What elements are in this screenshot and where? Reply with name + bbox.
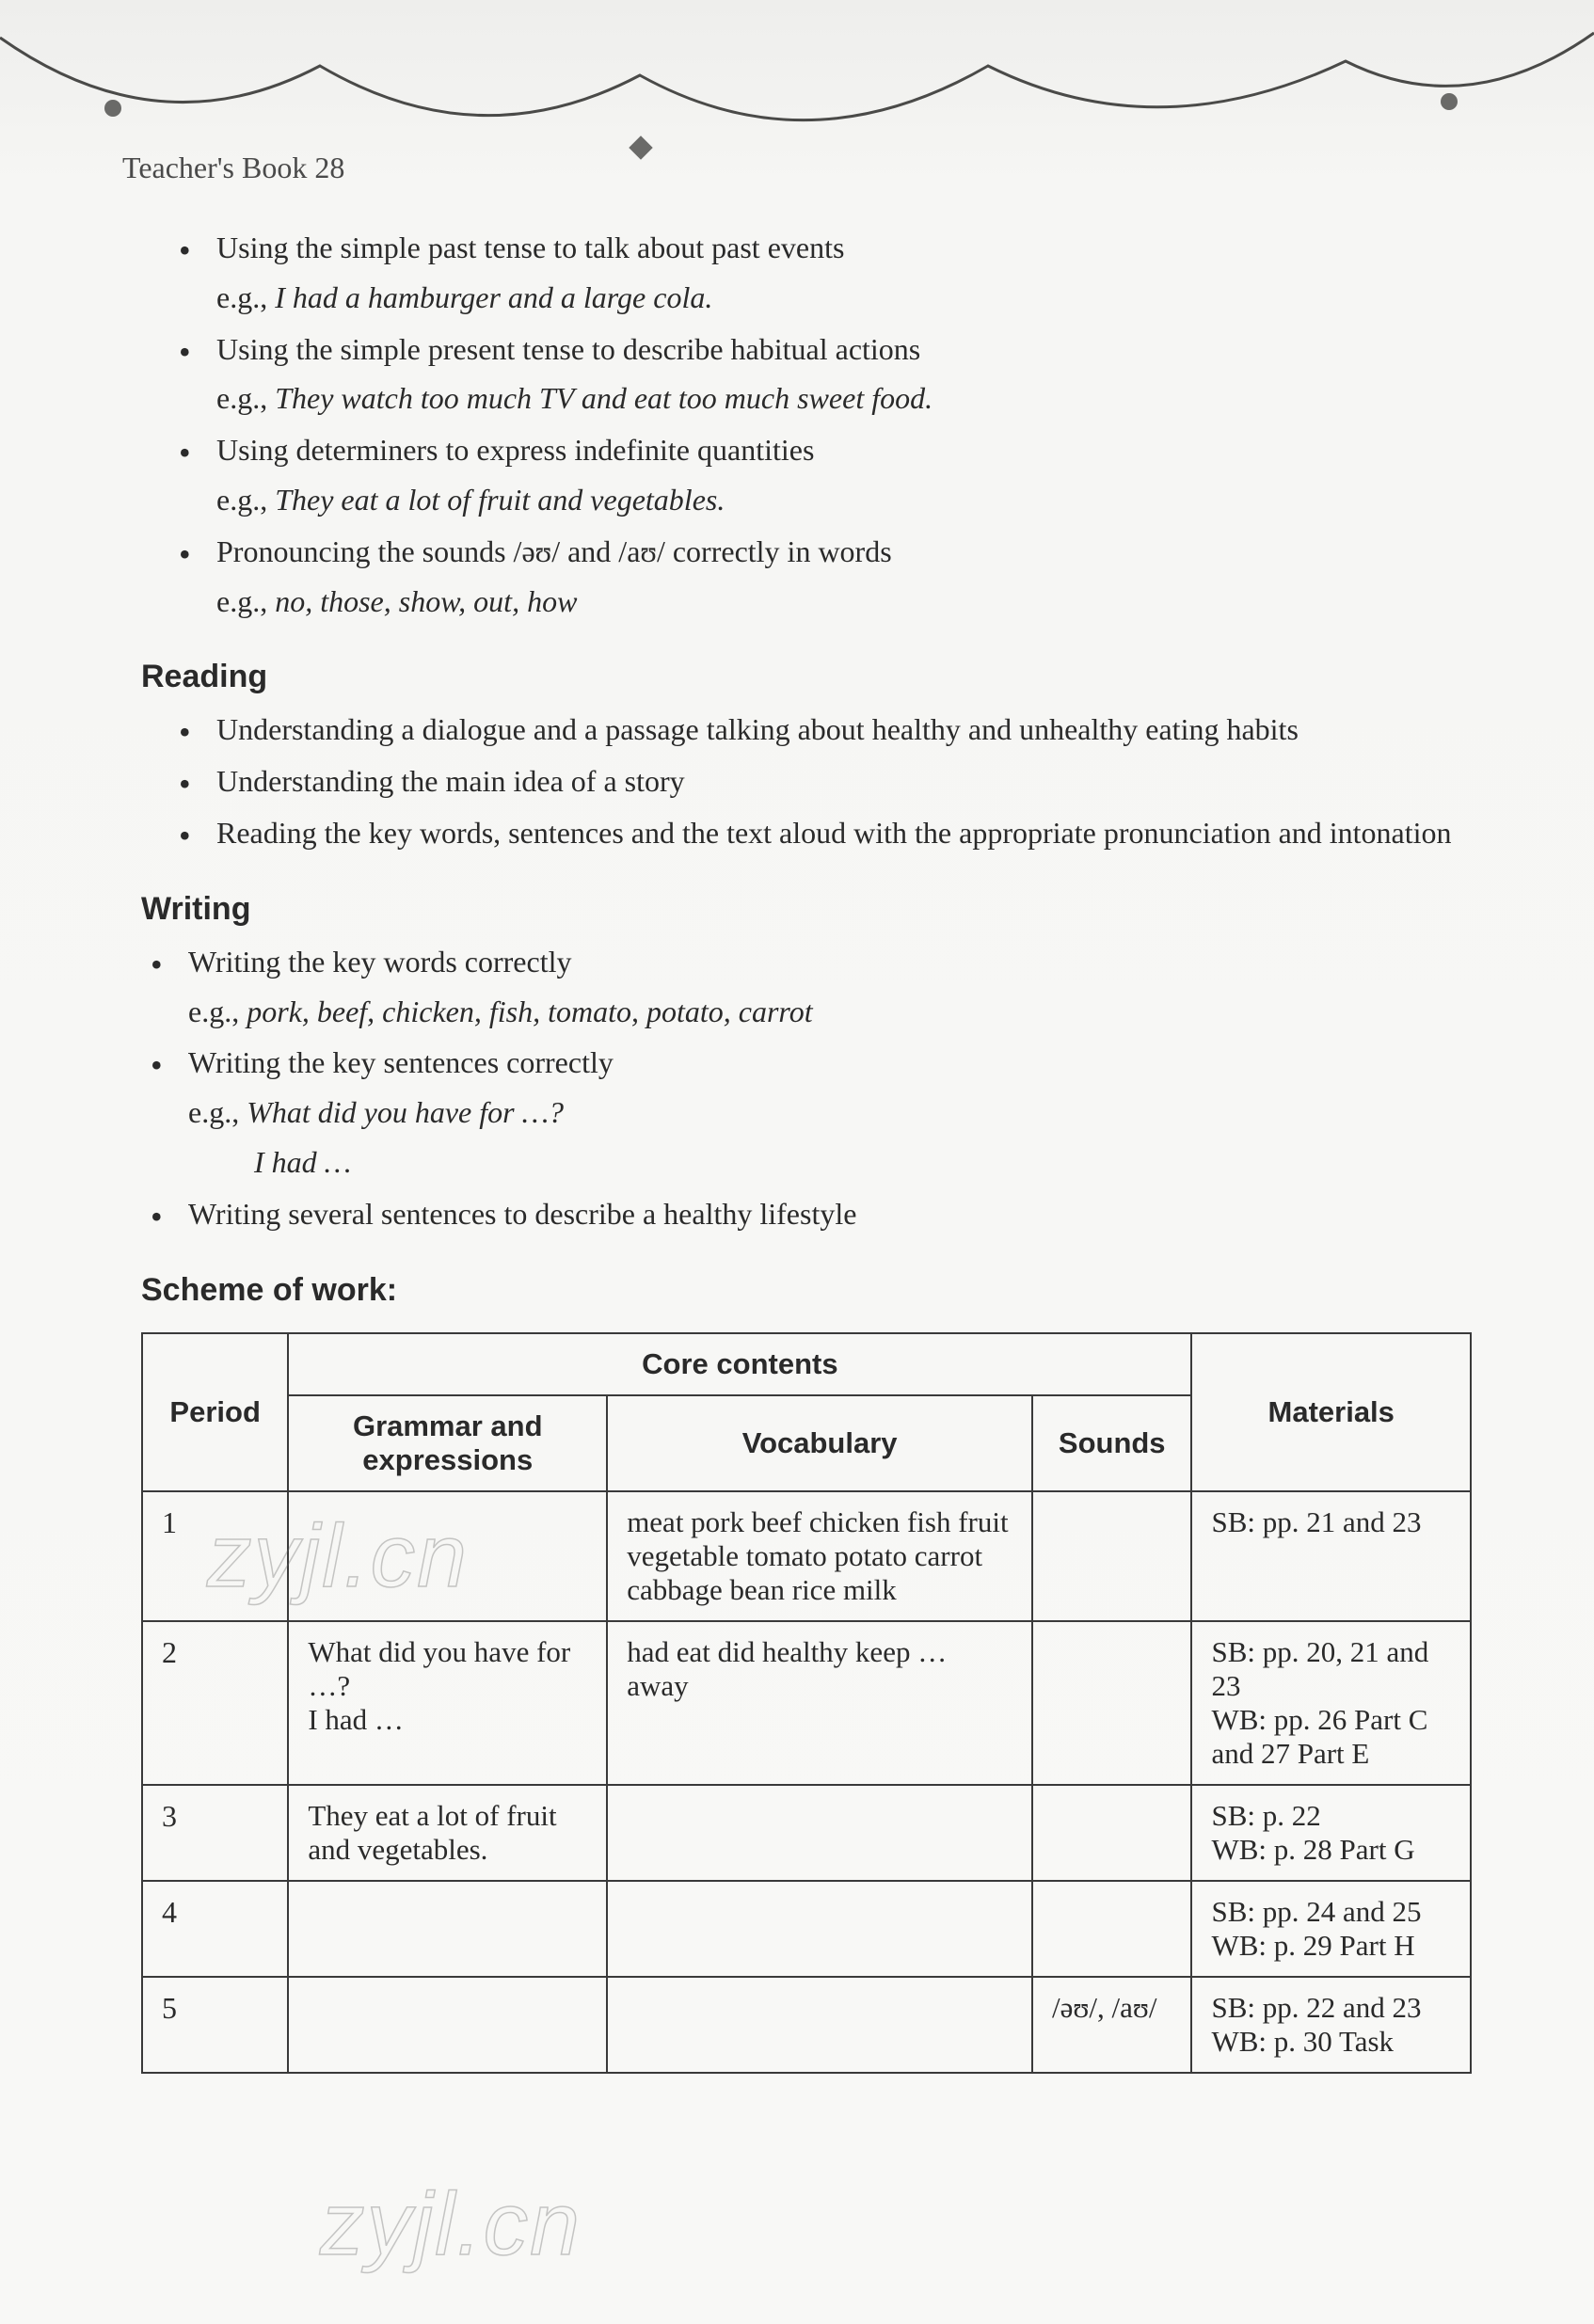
cell-sounds [1032, 1881, 1191, 1977]
eg-label: e.g., [188, 995, 247, 1028]
cell-sounds [1032, 1785, 1191, 1881]
table-row: 2 What did you have for …? I had … had e… [142, 1621, 1471, 1785]
eg-label: e.g., [216, 483, 275, 517]
cell-materials: SB: pp. 24 and 25 WB: p. 29 Part H [1191, 1881, 1471, 1977]
bullet-item: Using determiners to express indefinite … [169, 425, 1472, 525]
cell-vocab [607, 1785, 1032, 1881]
bullet-text: Understanding a dialogue and a passage t… [216, 712, 1299, 746]
bullet-example: They watch too much TV and eat too much … [275, 381, 932, 415]
page-header-title: Teacher's Book 28 [0, 151, 1594, 185]
reading-bullet-list: Understanding a dialogue and a passage t… [169, 705, 1472, 857]
cell-sounds [1032, 1621, 1191, 1785]
table-row: 3 They eat a lot of fruit and vegetables… [142, 1785, 1471, 1881]
cell-vocab: had eat did healthy keep … away [607, 1621, 1032, 1785]
table-row: 1 meat pork beef chicken fish fruit vege… [142, 1491, 1471, 1621]
page: Teacher's Book 28 Using the simple past … [0, 0, 1594, 2324]
top-bullet-list: Using the simple past tense to talk abou… [169, 223, 1472, 626]
cell-grammar: What did you have for …? I had … [288, 1621, 607, 1785]
cell-period: 2 [142, 1621, 288, 1785]
bullet-item: Understanding a dialogue and a passage t… [169, 705, 1472, 755]
bullet-example: pork, beef, chicken, fish, tomato, potat… [247, 995, 812, 1028]
scheme-heading: Scheme of work: [141, 1272, 1472, 1309]
eg-label: e.g., [188, 1095, 247, 1129]
writing-heading: Writing [141, 891, 1472, 928]
table-row: 4 SB: pp. 24 and 25 WB: p. 29 Part H [142, 1881, 1471, 1977]
eg-label: e.g., [216, 381, 275, 415]
eg-label: e.g., [216, 584, 275, 618]
cell-sounds [1032, 1491, 1191, 1621]
bullet-item: Writing several sentences to describe a … [141, 1189, 1472, 1239]
col-header-materials: Materials [1191, 1333, 1471, 1491]
col-header-grammar: Grammar and expressions [288, 1395, 607, 1491]
bullet-example: They eat a lot of fruit and vegetables. [275, 483, 725, 517]
cell-vocab [607, 1881, 1032, 1977]
bullet-item: Writing the key sentences correctly e.g.… [141, 1038, 1472, 1186]
cell-grammar [288, 1491, 607, 1621]
cell-materials: SB: pp. 22 and 23 WB: p. 30 Task [1191, 1977, 1471, 2073]
cell-materials: SB: pp. 20, 21 and 23 WB: pp. 26 Part C … [1191, 1621, 1471, 1785]
bullet-example: I had a hamburger and a large cola. [275, 280, 712, 314]
col-header-sounds: Sounds [1032, 1395, 1191, 1491]
main-content: Using the simple past tense to talk abou… [0, 223, 1594, 2074]
bullet-main-text: Using the simple present tense to descri… [216, 332, 920, 366]
eg-label: e.g., [216, 280, 275, 314]
scheme-of-work-table: Period Core contents Materials Grammar a… [141, 1332, 1472, 2074]
bullet-item: Using the simple past tense to talk abou… [169, 223, 1472, 323]
cell-period: 5 [142, 1977, 288, 2073]
cell-grammar: They eat a lot of fruit and vegetables. [288, 1785, 607, 1881]
bullet-item: Using the simple present tense to descri… [169, 325, 1472, 424]
bullet-main-text: Writing several sentences to describe a … [188, 1197, 856, 1231]
cell-period: 4 [142, 1881, 288, 1977]
cell-period: 1 [142, 1491, 288, 1621]
table-row: 5 /əʊ/, /aʊ/ SB: pp. 22 and 23 WB: p. 30… [142, 1977, 1471, 2073]
cell-grammar [288, 1977, 607, 2073]
bullet-main-text: Writing the key sentences correctly [188, 1045, 614, 1079]
bullet-example: no, those, show, out, how [275, 584, 577, 618]
cell-materials: SB: p. 22 WB: p. 28 Part G [1191, 1785, 1471, 1881]
cell-materials: SB: pp. 21 and 23 [1191, 1491, 1471, 1621]
cell-vocab [607, 1977, 1032, 2073]
col-header-core: Core contents [288, 1333, 1191, 1395]
table-header-row-1: Period Core contents Materials [142, 1333, 1471, 1395]
bullet-item: Pronouncing the sounds /əʊ/ and /aʊ/ cor… [169, 527, 1472, 627]
bullet-item: Understanding the main idea of a story [169, 756, 1472, 806]
watermark-text: zyjl.cn [320, 2173, 582, 2276]
writing-bullet-list: Writing the key words correctly e.g., po… [141, 937, 1472, 1239]
scallop-border-decoration [0, 0, 1594, 160]
bullet-main-text: Writing the key words correctly [188, 945, 571, 979]
bullet-example: What did you have for …? [247, 1095, 564, 1129]
bullet-text: Understanding the main idea of a story [216, 764, 685, 798]
bullet-main-text: Using determiners to express indefinite … [216, 433, 814, 467]
reading-heading: Reading [141, 659, 1472, 695]
bullet-example-line2: I had … [188, 1145, 351, 1179]
cell-grammar [288, 1881, 607, 1977]
col-header-period: Period [142, 1333, 288, 1491]
cell-period: 3 [142, 1785, 288, 1881]
cell-vocab: meat pork beef chicken fish fruit vegeta… [607, 1491, 1032, 1621]
cell-sounds: /əʊ/, /aʊ/ [1032, 1977, 1191, 2073]
bullet-item: Reading the key words, sentences and the… [169, 808, 1472, 858]
col-header-vocab: Vocabulary [607, 1395, 1032, 1491]
bullet-main-text: Pronouncing the sounds /əʊ/ and /aʊ/ cor… [216, 534, 892, 568]
bullet-item: Writing the key words correctly e.g., po… [141, 937, 1472, 1037]
bullet-main-text: Using the simple past tense to talk abou… [216, 231, 844, 264]
bullet-text: Reading the key words, sentences and the… [216, 816, 1452, 850]
